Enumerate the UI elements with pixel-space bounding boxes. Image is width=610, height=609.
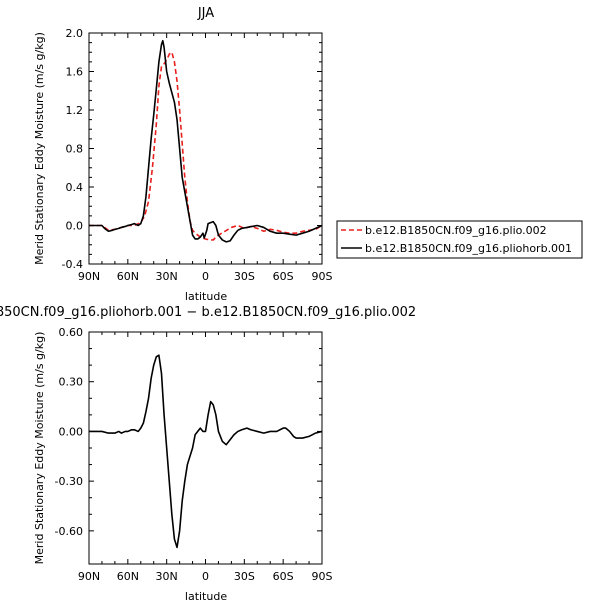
top-y-tick-label: 1.2	[66, 104, 84, 117]
bottom-y-tick-label: -0.30	[55, 475, 83, 488]
bottom-x-tick-label: 90N	[78, 570, 100, 583]
bottom-x-tick-label: 30N	[156, 570, 178, 583]
top-y-tick-label: 0.0	[66, 220, 84, 233]
top-chart-legend: b.e12.B1850CN.f09_g16.plio.002 b.e12.B18…	[336, 220, 583, 259]
top-x-tick-label: 60N	[117, 270, 139, 283]
bottom-series-line-1	[89, 354, 323, 549]
legend-box	[336, 220, 583, 259]
top-y-tick-label: -0.4	[62, 258, 83, 271]
legend-label-series-1: b.e12.B1850CN.f09_g16.plio.002	[365, 224, 547, 237]
bottom-y-tick-label: 0.60	[59, 326, 84, 339]
top-x-tick-label: 90S	[312, 270, 333, 283]
top-x-tick-label: 0	[202, 270, 209, 283]
bottom-x-tick-label: 0	[202, 570, 209, 583]
top-chart-ylabel: Merid Stationary Eddy Moisture (m/s g/kg…	[33, 32, 46, 265]
top-series-line-1	[89, 51, 323, 241]
bottom-x-tick-label: 90S	[312, 570, 333, 583]
bottom-x-tick-label: 60N	[117, 570, 139, 583]
top-chart-title: JJA	[197, 6, 214, 21]
bottom-chart-plot-area: 90N 60N 30N 0 30S 60S 90S -0.60 -0.30 0.00 0.30 0.6…	[55, 326, 333, 583]
top-chart-plot-area: 90N 60N 30N 0 30S 60S 90S -0.4 0.0 0.4 0.8 1.2 1.6 2.…	[62, 27, 333, 283]
bottom-y-tick-label: 0.00	[59, 425, 84, 438]
bottom-y-tick-label: 0.30	[59, 376, 84, 389]
top-chart-xlabel: latitude	[185, 290, 227, 303]
legend-label-series-2: b.e12.B1850CN.f09_g16.pliohorb.001	[365, 242, 572, 255]
top-x-tick-label: 30N	[156, 270, 178, 283]
top-y-tick-label: 0.4	[66, 181, 84, 194]
top-y-tick-label: 1.6	[66, 66, 84, 79]
top-chart: JJA 90N 60N 30N 0 30S 60S 90S -0.4 0.0 0.4 0.8 1.2 1…	[33, 6, 583, 303]
bottom-chart: 850CN.f09_g16.pliohorb.001 − b.e12.B1850…	[0, 305, 416, 603]
bottom-y-tick-label: -0.60	[55, 525, 83, 538]
bottom-chart-xlabel: latitude	[185, 590, 227, 603]
top-y-tick-label: 0.8	[66, 143, 84, 156]
bottom-x-tick-label: 60S	[273, 570, 294, 583]
top-x-tick-label: 90N	[78, 270, 100, 283]
top-chart-frame	[88, 32, 323, 265]
top-y-tick-label: 2.0	[66, 27, 84, 40]
bottom-chart-frame	[88, 331, 323, 565]
top-x-tick-label: 30S	[234, 270, 255, 283]
top-x-tick-label: 60S	[273, 270, 294, 283]
bottom-x-tick-label: 30S	[234, 570, 255, 583]
bottom-chart-ylabel: Merid Stationary Eddy Moisture (m/s g/kg…	[33, 332, 46, 565]
top-series-line-2	[89, 39, 323, 243]
bottom-chart-title: 850CN.f09_g16.pliohorb.001 − b.e12.B1850…	[0, 305, 416, 320]
